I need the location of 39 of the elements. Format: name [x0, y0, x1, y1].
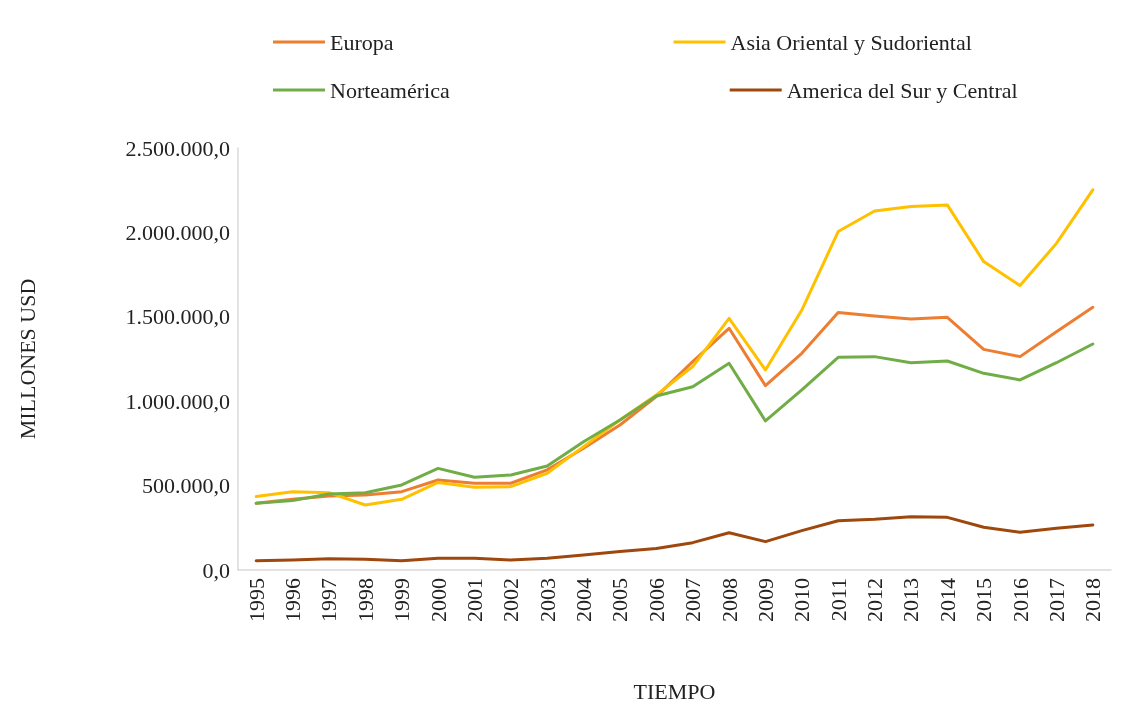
x-tick-label: 2016 [1007, 578, 1033, 622]
x-tick-label: 2005 [607, 578, 633, 622]
x-tick-label: 1995 [243, 578, 269, 622]
legend-label: Norteamérica [330, 77, 450, 103]
x-tick-label: 2006 [643, 578, 669, 622]
x-tick-label: 2001 [461, 578, 487, 622]
x-tick-label: 2011 [825, 578, 851, 622]
x-tick-label: 2009 [752, 578, 778, 622]
x-tick-label: 1999 [389, 578, 415, 622]
x-tick-label: 1996 [280, 578, 306, 622]
x-tick-label: 2017 [1043, 578, 1069, 622]
line-series [254, 188, 1095, 507]
x-tick-label: 2000 [425, 578, 451, 622]
x-tick-label: 2018 [1080, 578, 1106, 622]
y-tick-label: 1.000.000,0 [125, 388, 230, 414]
x-tick-label: 2007 [680, 578, 706, 622]
x-tick-label: 1998 [352, 578, 378, 622]
legend-label: Asia Oriental y Sudoriental [730, 29, 972, 55]
line-series [254, 515, 1095, 563]
x-axis-title: TIEMPO [633, 678, 716, 704]
y-tick-label: 0,0 [202, 557, 230, 583]
x-tick-label: 2004 [571, 578, 597, 622]
legend-label: America del Sur y Central [786, 77, 1018, 103]
x-tick-label: 2010 [789, 578, 815, 622]
x-tick-label: 2013 [898, 578, 924, 622]
x-tick-label: 2003 [534, 578, 560, 622]
x-tick-label: 2015 [971, 578, 997, 622]
legend-label: Europa [330, 29, 394, 55]
y-tick-label: 500.000,0 [142, 473, 230, 499]
x-tick-label: 2008 [716, 578, 742, 622]
line-series [254, 342, 1095, 505]
y-tick-label: 2.500.000,0 [125, 135, 230, 161]
y-axis-title: MILLONES USD [14, 278, 40, 440]
y-tick-label: 2.000.000,0 [125, 219, 230, 245]
x-tick-label: 2002 [498, 578, 524, 622]
x-tick-label: 1997 [316, 578, 342, 622]
x-tick-label: 2012 [862, 578, 888, 622]
y-tick-label: 1.500.000,0 [125, 304, 230, 330]
x-tick-label: 2014 [934, 578, 960, 622]
